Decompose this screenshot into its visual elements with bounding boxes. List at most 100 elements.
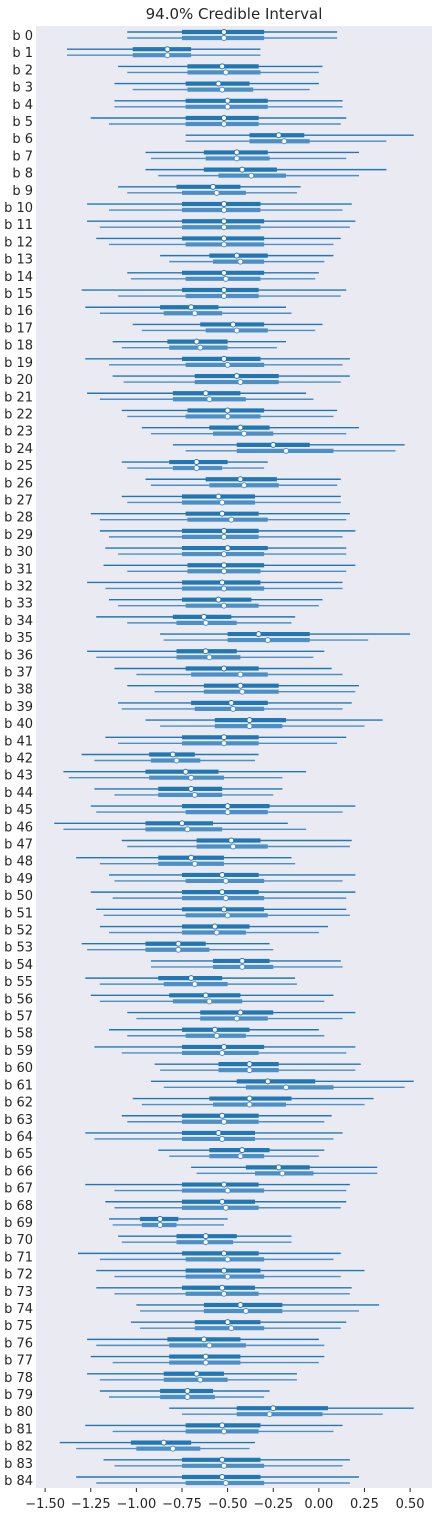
median-point (215, 80, 222, 87)
median-point (219, 63, 226, 70)
median-point (264, 637, 271, 644)
median-point (224, 407, 231, 414)
median-point (220, 1267, 227, 1274)
median-point (193, 459, 200, 466)
median-point (191, 981, 198, 988)
median-point (230, 321, 237, 328)
median-point (237, 1009, 244, 1016)
median-point (237, 379, 244, 386)
median-point (184, 1393, 191, 1400)
median-point (270, 1405, 277, 1412)
y-label: b 36 (4, 648, 33, 663)
median-point (157, 1221, 164, 1228)
y-label: b 8 (12, 167, 33, 182)
plot-area (36, 26, 432, 1488)
y-label: b 6 (12, 132, 33, 147)
y-label: b 66 (4, 1164, 33, 1179)
median-point (220, 218, 227, 225)
y-label: b 20 (4, 373, 33, 388)
median-point (157, 1215, 164, 1222)
median-point (213, 189, 220, 196)
median-point (219, 889, 226, 896)
median-point (220, 1043, 227, 1050)
x-tick-label: 0.25 (350, 1497, 379, 1512)
median-point (237, 476, 244, 483)
y-label: b 61 (4, 1078, 33, 1093)
median-point (224, 103, 231, 110)
median-point (246, 1067, 253, 1074)
median-point (224, 545, 231, 552)
y-label: b 73 (4, 1285, 33, 1300)
median-point (206, 998, 213, 1005)
median-point (191, 310, 198, 317)
y-label: b 53 (4, 941, 33, 956)
median-point (193, 465, 200, 472)
y-label: b 60 (4, 1061, 33, 1076)
median-point (202, 390, 209, 397)
y-label: b 77 (4, 1354, 33, 1369)
median-point (224, 1273, 231, 1280)
y-label: b 64 (4, 1130, 33, 1145)
y-label: b 50 (4, 889, 33, 904)
y-label: b 81 (4, 1422, 33, 1437)
y-label: b 29 (4, 528, 33, 543)
y-label: b 26 (4, 476, 33, 491)
median-point (210, 183, 217, 190)
median-point (220, 241, 227, 248)
median-point (237, 1301, 244, 1308)
y-label: b 43 (4, 769, 33, 784)
median-point (202, 1239, 209, 1246)
median-point (219, 1198, 226, 1205)
median-point (202, 619, 209, 626)
y-label: b 13 (4, 253, 33, 268)
y-label: b 33 (4, 597, 33, 612)
median-point (220, 35, 227, 41)
y-label: b 22 (4, 407, 33, 422)
median-point (219, 1284, 226, 1291)
median-point (233, 155, 240, 162)
y-label: b 82 (4, 1440, 33, 1455)
median-point (193, 338, 200, 345)
median-point (220, 585, 227, 592)
y-label: b 0 (12, 29, 33, 44)
median-point (219, 1456, 226, 1463)
median-point (175, 940, 182, 947)
x-tick-label: −0.25 (253, 1497, 293, 1512)
y-label: b 35 (4, 631, 33, 646)
y-label: b 38 (4, 683, 33, 698)
median-point (233, 1015, 240, 1022)
median-point (222, 1480, 229, 1486)
median-point (246, 717, 253, 724)
median-point (237, 682, 244, 689)
median-point (220, 287, 227, 294)
y-label: b 70 (4, 1233, 33, 1248)
median-point (220, 551, 227, 558)
y-label: b 80 (4, 1405, 33, 1420)
y-label: b 4 (12, 98, 33, 113)
y-label: b 31 (4, 562, 33, 577)
median-point (222, 1204, 229, 1211)
median-point (200, 1336, 207, 1343)
median-point (169, 751, 176, 758)
median-point (219, 499, 226, 506)
median-point (239, 963, 246, 970)
y-label: b 69 (4, 1216, 33, 1231)
median-point (220, 201, 227, 208)
median-point (202, 1353, 209, 1360)
median-point (270, 441, 277, 448)
y-label: b 79 (4, 1388, 33, 1403)
y-label: b 51 (4, 906, 33, 921)
median-point (220, 602, 227, 609)
median-point (206, 1342, 213, 1349)
median-point (239, 166, 246, 173)
y-label: b 76 (4, 1336, 33, 1351)
y-label: b 83 (4, 1457, 33, 1472)
y-label: b 1 (12, 46, 33, 61)
median-point (224, 97, 231, 104)
median-point (237, 424, 244, 431)
median-point (222, 275, 229, 282)
median-point (206, 396, 213, 403)
y-label: b 42 (4, 752, 33, 767)
median-point (213, 929, 220, 936)
